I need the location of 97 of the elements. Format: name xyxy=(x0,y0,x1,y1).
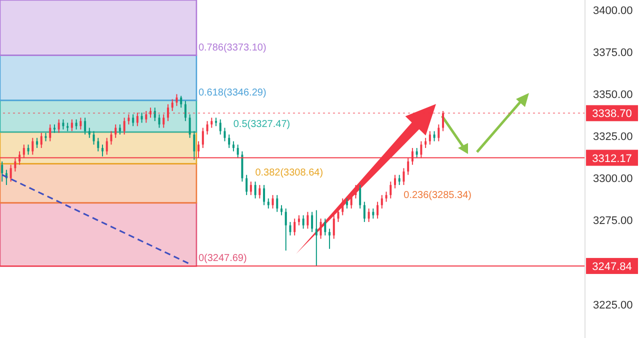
band-label: 0.618(3346.29) xyxy=(198,87,266,98)
candlestick xyxy=(280,204,282,216)
candlestick xyxy=(188,114,191,138)
candlestick xyxy=(27,144,30,156)
candlestick xyxy=(92,130,95,146)
candlestick xyxy=(380,194,383,210)
y-tick-label: 3300.00 xyxy=(593,173,633,186)
candlestick xyxy=(324,218,326,236)
candlestick xyxy=(110,130,112,146)
candlestick xyxy=(84,117,86,136)
candlestick xyxy=(428,130,431,146)
candlestick xyxy=(350,191,352,210)
candlestick xyxy=(385,191,388,202)
candlestick xyxy=(402,168,405,186)
candlestick xyxy=(298,214,300,226)
candlestick xyxy=(354,184,357,199)
candlestick xyxy=(332,214,335,240)
candlestick xyxy=(241,150,244,182)
candlestick xyxy=(193,130,196,160)
candlestick xyxy=(171,98,174,112)
band-label: 0(3247.69) xyxy=(198,253,247,264)
candlestick xyxy=(128,114,130,125)
candlestick xyxy=(32,137,34,156)
candlestick xyxy=(236,144,239,159)
candlestick xyxy=(132,114,134,127)
candlestick xyxy=(272,194,274,210)
candlestick xyxy=(228,134,230,148)
ref-line-label: 3338.70 xyxy=(592,108,632,120)
candlestick xyxy=(166,104,169,122)
candlestick xyxy=(184,100,186,122)
candlestick xyxy=(302,214,304,230)
candlestick xyxy=(70,118,73,132)
candlestick xyxy=(176,94,178,106)
candlestick xyxy=(180,95,182,108)
candlestick xyxy=(232,140,234,152)
candlestick xyxy=(284,208,287,252)
band-label: 0.5(3327.47) xyxy=(233,119,290,130)
candlestick xyxy=(263,184,266,206)
candlestick xyxy=(210,117,213,128)
candlestick xyxy=(97,137,100,152)
candlestick xyxy=(276,194,278,212)
candlestick xyxy=(88,127,90,138)
candlestick xyxy=(49,124,52,142)
candlestick xyxy=(80,117,82,130)
candlestick xyxy=(150,107,152,118)
candlestick xyxy=(224,127,226,142)
candlestick xyxy=(1,160,4,182)
candlestick xyxy=(158,114,160,128)
candlestick xyxy=(442,110,444,132)
candlestick xyxy=(250,181,252,196)
candlestick xyxy=(368,208,370,222)
candlestick xyxy=(114,124,117,138)
ref-line-label: 3312.17 xyxy=(592,152,632,165)
band-label: 0.236(3285.34) xyxy=(404,190,472,201)
candlestick xyxy=(154,107,156,122)
candlestick xyxy=(398,174,400,186)
candlestick xyxy=(162,114,165,128)
candlestick xyxy=(106,137,108,156)
candlestick xyxy=(328,228,331,250)
band-label: 0.382(3308.64) xyxy=(255,168,324,179)
candlestick xyxy=(342,198,344,216)
band-label: 0.786(3373.10) xyxy=(198,42,266,54)
candlestick xyxy=(363,201,366,222)
candlestick xyxy=(254,181,256,199)
candlestick xyxy=(433,130,436,142)
candlestick xyxy=(320,218,322,240)
y-tick-label: 3400.00 xyxy=(593,4,633,17)
candlestick xyxy=(206,120,208,136)
candlestick xyxy=(219,118,222,136)
candlestick xyxy=(306,211,309,230)
candlestick xyxy=(102,144,104,157)
y-tick-label: 3275.00 xyxy=(593,215,633,228)
candlestick xyxy=(136,112,138,127)
candlestick xyxy=(123,117,126,136)
candlestick xyxy=(140,112,143,124)
candlestick xyxy=(315,210,318,267)
candlestick xyxy=(390,181,392,199)
candlestick xyxy=(58,118,60,134)
candlestick xyxy=(337,208,340,222)
candlestick xyxy=(294,218,296,236)
candlestick xyxy=(394,174,396,189)
ref-line-label: 3247.84 xyxy=(592,260,632,273)
y-tick-label: 3225.00 xyxy=(593,299,633,312)
y-tick-label: 3350.00 xyxy=(593,89,633,102)
candlestick xyxy=(311,211,314,233)
candlestick xyxy=(289,221,292,236)
candlestick xyxy=(145,110,148,124)
candlestick xyxy=(10,164,12,182)
candlestick xyxy=(258,184,261,199)
candlestick xyxy=(246,174,248,196)
y-tick-label: 3375.00 xyxy=(593,47,633,60)
candlestick xyxy=(376,201,379,220)
candlestick xyxy=(202,127,204,148)
candlestick xyxy=(438,124,440,142)
candlestick xyxy=(40,132,42,148)
candlestick xyxy=(359,184,362,210)
y-tick-label: 3325.00 xyxy=(593,131,633,144)
